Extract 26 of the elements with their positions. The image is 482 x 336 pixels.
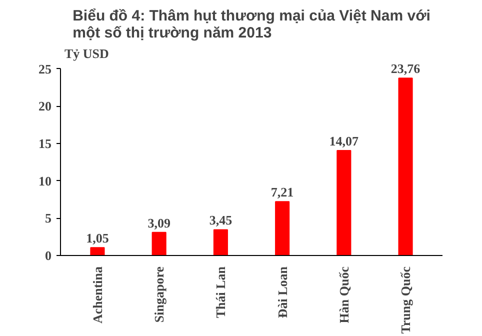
x-tick-label: Đài Loan bbox=[274, 266, 290, 318]
y-tick-label: 5 bbox=[45, 210, 52, 226]
bar bbox=[90, 247, 105, 256]
y-tick-label: 15 bbox=[38, 136, 52, 152]
data-label: 23,76 bbox=[390, 61, 421, 76]
bar bbox=[152, 232, 166, 256]
y-tick-label: 10 bbox=[38, 173, 52, 188]
y-axis-title: Tỷ USD bbox=[64, 46, 109, 61]
chart-title: Biểu đồ 4: Thâm hụt thương mại của Việt Nam với một số thị trường năm 2013 bbox=[72, 8, 430, 42]
y-tick-label: 20 bbox=[38, 98, 52, 114]
data-label: 3,09 bbox=[148, 215, 171, 230]
bar bbox=[213, 229, 228, 256]
bar bbox=[398, 78, 413, 256]
bar bbox=[336, 150, 352, 256]
x-tick-label: Trung Quốc bbox=[398, 266, 414, 334]
bar bbox=[275, 201, 290, 256]
data-label: 3,45 bbox=[209, 212, 233, 228]
data-label: 1,05 bbox=[86, 230, 110, 246]
y-tick-label: 0 bbox=[45, 248, 52, 263]
data-label: 14,07 bbox=[329, 133, 360, 148]
x-tick-label: Achentina bbox=[90, 266, 105, 324]
y-tick-label: 25 bbox=[38, 61, 52, 76]
x-tick-label: Thái Lan bbox=[213, 266, 228, 318]
x-tick-label: Hàn Quốc bbox=[336, 266, 352, 324]
data-label: 7,21 bbox=[270, 184, 294, 200]
x-tick-label: Singapore bbox=[152, 266, 167, 323]
